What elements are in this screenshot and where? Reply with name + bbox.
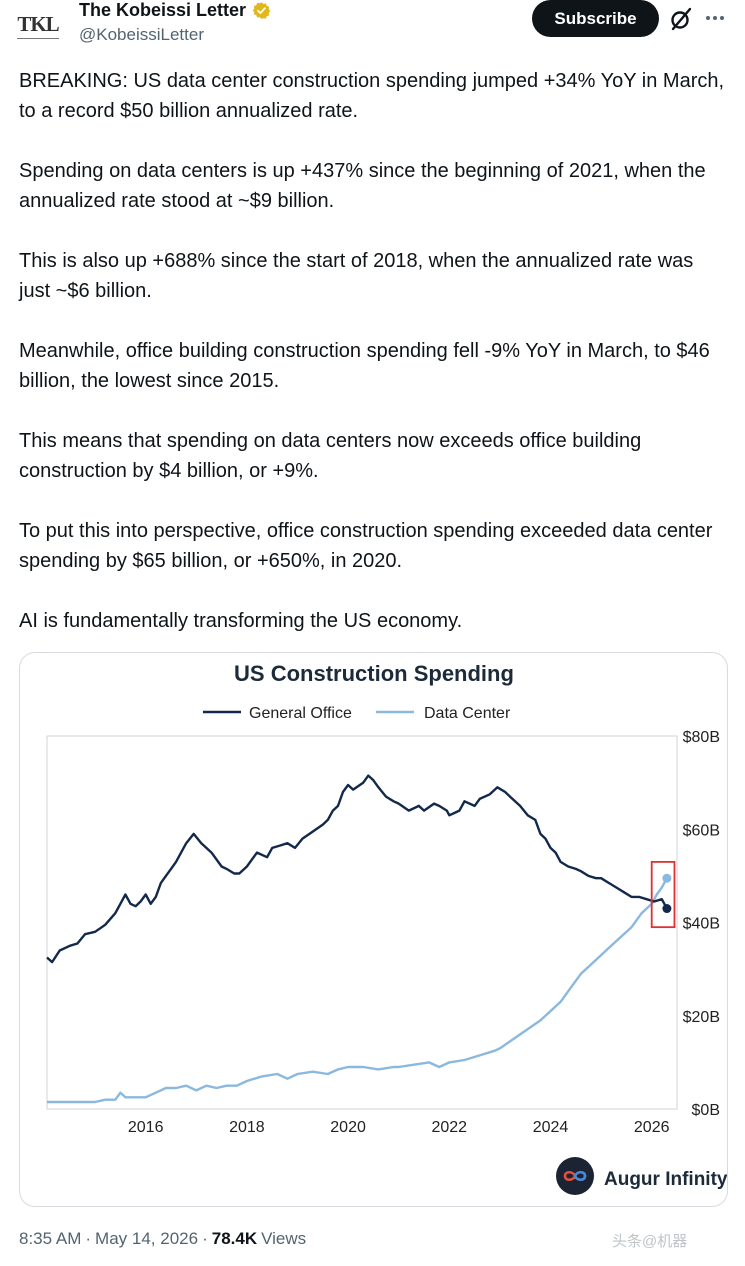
tweet-paragraph: This is also up +688% since the start of… (19, 250, 694, 302)
grok-icon[interactable] (668, 6, 694, 32)
verified-badge-icon (252, 2, 271, 19)
views-label: Views (261, 1229, 307, 1248)
tweet-paragraph: This means that spending on data centers… (19, 430, 642, 482)
chart-title: US Construction Spending (234, 661, 514, 686)
construction-spending-chart: US Construction Spending General Office … (46, 661, 727, 1195)
y-tick-label: $0B (692, 1102, 720, 1119)
name-row: The Kobeissi Letter (79, 0, 271, 21)
legend-label-general-office: General Office (249, 705, 352, 722)
x-tick-label: 2024 (533, 1119, 569, 1136)
series-endpoint-general-office (662, 904, 672, 914)
series-line-data-center (47, 877, 668, 1104)
tweet-header: TKL The Kobeissi Letter @KobeissiLetter … (0, 0, 745, 60)
meta-separator: · (202, 1229, 208, 1248)
avatar-logo-text: TKL (17, 11, 59, 36)
display-name[interactable]: The Kobeissi Letter (79, 0, 247, 20)
handle[interactable]: @KobeissiLetter (79, 25, 204, 44)
x-tick-label: 2020 (330, 1119, 366, 1136)
tweet-paragraph: BREAKING: US data center construction sp… (19, 70, 725, 122)
series-endpoint-data-center (662, 873, 672, 883)
avatar[interactable]: TKL (14, 6, 62, 46)
x-tick-label: 2018 (229, 1119, 265, 1136)
plot-area (46, 735, 678, 1110)
x-tick-label: 2026 (634, 1119, 670, 1136)
more-icon[interactable] (702, 5, 728, 31)
y-axis: $0B $20B $40B $60B $80B (683, 729, 720, 1119)
tweet-date[interactable]: May 14, 2026 (95, 1229, 199, 1248)
views-count: 78.4K (211, 1229, 258, 1248)
tweet-text: BREAKING: US data center construction sp… (19, 66, 729, 666)
y-tick-label: $80B (683, 729, 720, 746)
x-axis: 2016 2018 2020 2022 2024 2026 (128, 1119, 670, 1136)
series-layer (46, 774, 676, 1104)
chart-image-card[interactable]: US Construction Spending General Office … (19, 652, 728, 1207)
tweet-meta: 8:35 AM · May 14, 2026 · 78.4K Views (19, 1229, 306, 1249)
subscribe-button[interactable]: Subscribe (532, 0, 659, 37)
legend-label-data-center: Data Center (424, 705, 511, 722)
tweet-paragraph: AI is fundamentally transforming the US … (19, 610, 463, 632)
tweet-time[interactable]: 8:35 AM (19, 1229, 82, 1248)
avatar-logo-rule (17, 37, 59, 39)
y-tick-label: $20B (683, 1009, 720, 1026)
series-line-general-office (46, 774, 668, 964)
tweet-paragraph: To put this into perspective, office con… (19, 520, 713, 572)
watermark: 头条@机器 (612, 1233, 688, 1250)
tweet-paragraph: Meanwhile, office building construction … (19, 340, 710, 392)
x-tick-label: 2016 (128, 1119, 164, 1136)
y-tick-label: $40B (683, 916, 720, 933)
x-tick-label: 2022 (431, 1119, 467, 1136)
augur-infinity-logo-icon (556, 1157, 594, 1195)
y-tick-label: $60B (683, 822, 720, 839)
tweet-paragraph: Spending on data centers is up +437% sin… (19, 160, 706, 212)
meta-separator: · (85, 1229, 92, 1248)
highlight-box (650, 860, 676, 929)
brand-name: Augur Infinity (604, 1169, 727, 1190)
